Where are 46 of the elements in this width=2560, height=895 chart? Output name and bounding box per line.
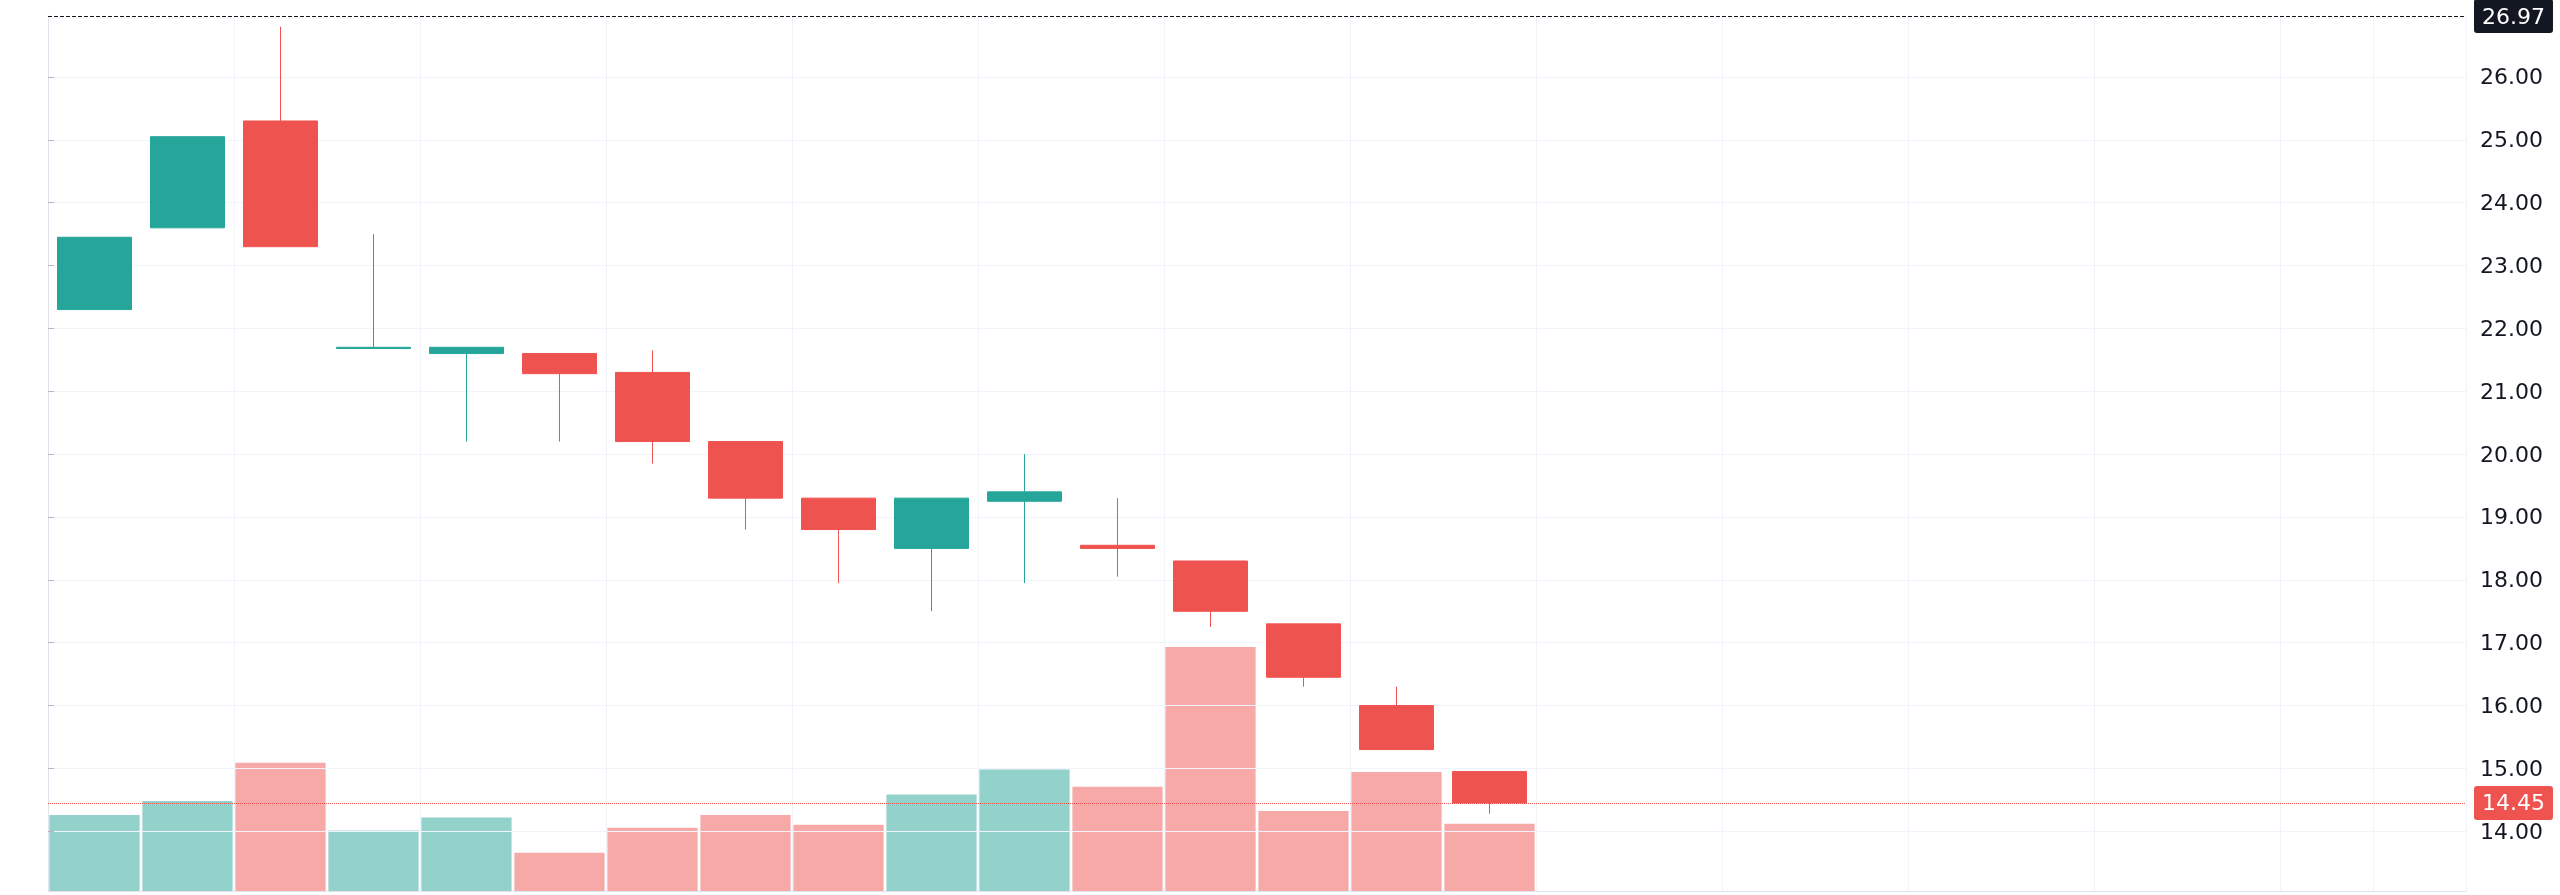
bar — [142, 800, 233, 891]
candlestick — [894, 497, 969, 612]
candlestick — [522, 353, 597, 443]
candlestick — [987, 453, 1062, 584]
candlestick — [1173, 560, 1248, 628]
bar — [607, 827, 698, 891]
candlestick — [615, 349, 690, 465]
y-tick-label: 18.00 — [2480, 567, 2543, 593]
candlestick — [708, 441, 783, 531]
ref-line-label: 26.97 — [2482, 3, 2545, 29]
candlestick — [801, 497, 876, 584]
bar — [421, 817, 512, 891]
y-tick-label: 22.00 — [2480, 315, 2543, 341]
candlestick — [243, 26, 318, 248]
bar — [886, 794, 977, 891]
bar — [793, 824, 884, 891]
y-tick-label: 20.00 — [2480, 441, 2543, 467]
y-tick-label: 14.00 — [2480, 818, 2543, 844]
y-tick-label: 25.00 — [2480, 127, 2543, 153]
y-tick-label: 26.00 — [2480, 64, 2543, 90]
candlestick — [1359, 686, 1434, 751]
bar — [700, 815, 791, 891]
y-tick-label: 15.00 — [2480, 755, 2543, 781]
y-tick-label: 16.00 — [2480, 693, 2543, 719]
bar — [979, 769, 1070, 891]
y-tick-label: 24.00 — [2480, 190, 2543, 216]
candlestick — [429, 346, 504, 443]
y-tick-label: 21.00 — [2480, 378, 2543, 404]
candlestick — [1266, 623, 1341, 688]
candlestick — [57, 236, 132, 311]
ref-line-label: 14.45 — [2482, 790, 2545, 816]
bar — [1444, 823, 1535, 891]
y-tick-label: 19.00 — [2480, 504, 2543, 530]
candlestick — [1080, 497, 1155, 578]
y-tick-label: 23.00 — [2480, 253, 2543, 279]
bar — [1165, 647, 1256, 891]
y-tick-label: 17.00 — [2480, 630, 2543, 656]
bar — [1258, 810, 1349, 891]
bar — [1072, 786, 1163, 891]
candlestick — [150, 136, 225, 229]
bar — [235, 762, 326, 891]
candlestick — [336, 233, 411, 350]
bar — [49, 815, 140, 891]
bar — [328, 830, 419, 891]
bar — [1351, 771, 1442, 891]
bar — [514, 852, 605, 891]
